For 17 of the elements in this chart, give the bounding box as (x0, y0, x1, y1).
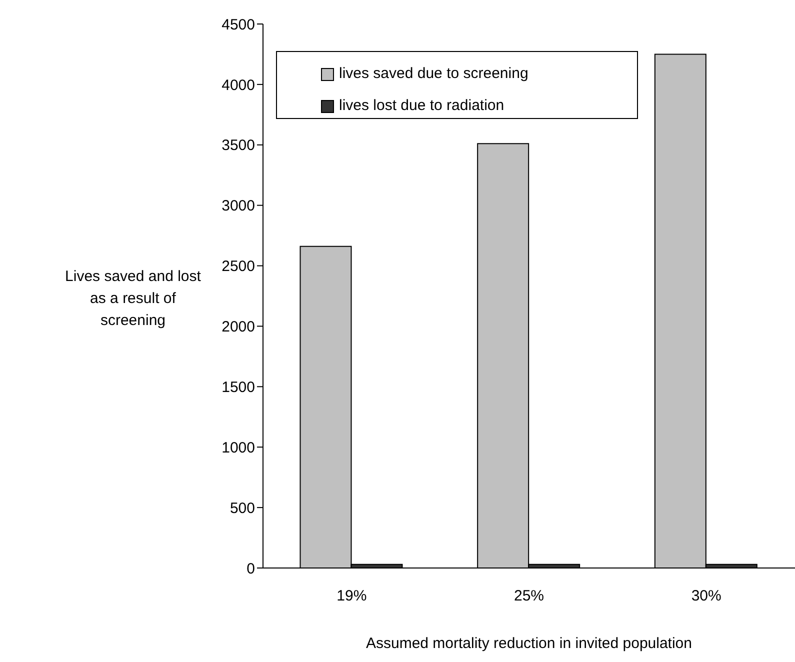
y-tick-label: 3000 (222, 198, 255, 215)
y-tick-label: 1500 (222, 378, 255, 396)
y-tick-label: 1000 (222, 439, 255, 456)
x-axis-title: Assumed mortality reduction in invited population (366, 635, 692, 652)
y-tick-label: 500 (230, 500, 255, 517)
y-tick-label: 2000 (222, 318, 255, 336)
y-tick-label: 4000 (222, 76, 255, 94)
y-tick-label: 3500 (222, 137, 255, 154)
legend-label: lives lost due to radiation (339, 96, 504, 116)
x-tick-label: 30% (691, 588, 722, 605)
x-tick-label: 25% (514, 588, 544, 605)
y-tick-label: 4500 (222, 16, 255, 34)
legend-label: lives saved due to screening (339, 64, 528, 84)
y-axis-title: Lives saved and lost as a result of screening (64, 267, 202, 331)
y-tick-label: 2500 (222, 258, 255, 276)
y-tick-label: 0 (246, 560, 255, 578)
x-tick-label: 19% (336, 588, 367, 605)
